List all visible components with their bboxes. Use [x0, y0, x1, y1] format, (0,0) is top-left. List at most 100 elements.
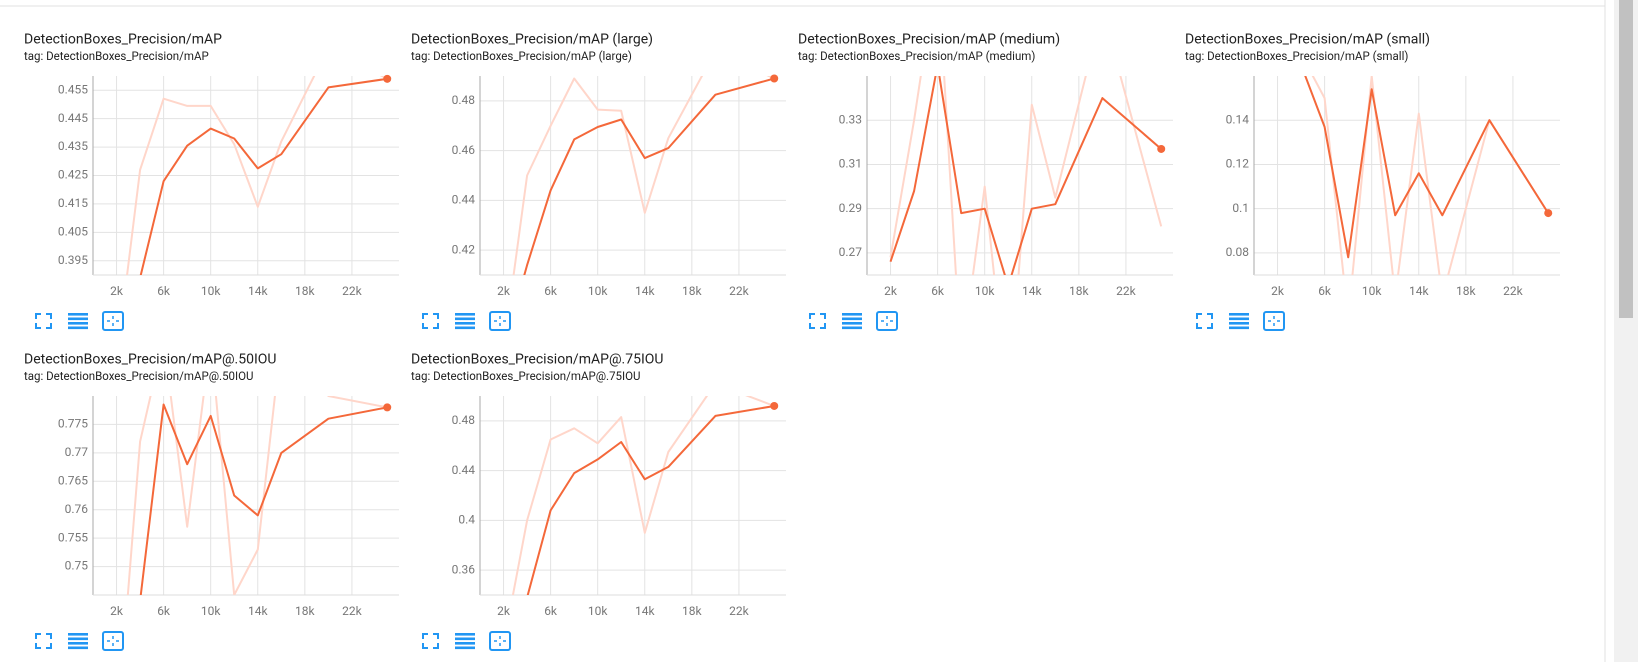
series-line	[512, 76, 775, 275]
y-tick-label: 0.46	[452, 143, 476, 157]
x-tick-label: 6k	[157, 604, 171, 618]
x-tick-label: 6k	[544, 604, 558, 618]
fit-domain-button[interactable]	[489, 631, 511, 651]
fit-domain-button[interactable]	[102, 311, 124, 331]
icon	[489, 311, 511, 331]
x-tick-label: 22k	[1116, 284, 1136, 298]
icon	[455, 322, 475, 325]
toggle-log-button[interactable]	[455, 633, 475, 650]
icon	[68, 637, 88, 641]
y-tick-label: 0.425	[58, 168, 88, 182]
chart-title: DetectionBoxes_Precision/mAP	[24, 32, 222, 48]
icon	[455, 326, 475, 330]
series-line	[139, 403, 388, 595]
fit-domain-button[interactable]	[876, 311, 898, 331]
icon	[842, 317, 862, 321]
icon	[455, 642, 475, 645]
series-line	[523, 77, 775, 275]
chart-tag: tag: DetectionBoxes_Precision/mAP	[24, 49, 209, 63]
toggle-log-button[interactable]	[455, 313, 475, 330]
y-tick-label: 0.36	[452, 562, 476, 576]
y-tick-label: 0.445	[58, 111, 88, 125]
icon	[1229, 317, 1249, 321]
icon	[102, 311, 124, 331]
y-tick-label: 0.455	[58, 82, 88, 96]
scrollbar-thumb[interactable]	[1619, 0, 1633, 318]
icon	[68, 633, 88, 636]
plot	[126, 396, 388, 595]
x-tick-label: 14k	[635, 604, 655, 618]
icon	[68, 642, 88, 645]
x-tick-label: 18k	[1069, 284, 1089, 298]
toggle-log-button[interactable]	[842, 313, 862, 330]
chart-title: DetectionBoxes_Precision/mAP@.50IOU	[24, 352, 276, 368]
icon	[35, 313, 52, 329]
icon	[1229, 322, 1249, 325]
icon	[107, 316, 119, 326]
icon	[455, 313, 475, 316]
fullscreen-button[interactable]	[35, 633, 52, 649]
y-tick-label: 0.31	[839, 157, 862, 171]
series-line	[139, 77, 388, 275]
x-tick-label: 18k	[295, 284, 315, 298]
fullscreen-button[interactable]	[1196, 313, 1213, 329]
y-tick-label: 0.775	[58, 417, 88, 431]
y-tick-label: 0.435	[58, 139, 88, 153]
fullscreen-button[interactable]	[422, 633, 439, 649]
x-tick-label: 22k	[729, 604, 749, 618]
icon	[1263, 311, 1285, 331]
icon	[68, 646, 88, 650]
y-tick-label: 0.1	[1232, 201, 1249, 215]
series-line	[511, 396, 775, 595]
x-tick-label: 2k	[1271, 284, 1285, 298]
fullscreen-button[interactable]	[809, 313, 826, 329]
icon	[494, 316, 506, 326]
plot	[512, 76, 775, 275]
y-tick-label: 0.48	[452, 93, 476, 107]
x-tick-label: 2k	[497, 604, 511, 618]
x-tick-label: 2k	[110, 604, 124, 618]
fit-domain-button[interactable]	[1263, 311, 1285, 331]
x-tick-label: 6k	[157, 284, 171, 298]
fullscreen-button[interactable]	[422, 313, 439, 329]
icon	[876, 311, 898, 331]
icon	[422, 633, 439, 649]
y-tick-label: 0.14	[1226, 112, 1250, 126]
y-tick-label: 0.405	[58, 225, 88, 239]
x-tick-label: 6k	[1318, 284, 1332, 298]
icon	[809, 313, 826, 329]
x-tick-label: 14k	[1022, 284, 1042, 298]
plot	[126, 76, 388, 275]
icon	[842, 313, 862, 316]
fit-domain-button[interactable]	[489, 311, 511, 331]
chart-title: DetectionBoxes_Precision/mAP (medium)	[798, 32, 1060, 48]
fit-domain-button[interactable]	[102, 631, 124, 651]
toggle-log-button[interactable]	[68, 313, 88, 330]
y-tick-label: 0.77	[65, 445, 89, 459]
x-tick-label: 18k	[682, 604, 702, 618]
y-tick-label: 0.755	[58, 530, 88, 544]
y-tick-label: 0.765	[58, 473, 88, 487]
icon	[68, 313, 88, 316]
y-tick-label: 0.12	[1226, 157, 1250, 171]
icon	[489, 631, 511, 651]
x-tick-label: 14k	[248, 284, 268, 298]
x-tick-label: 22k	[729, 284, 749, 298]
fullscreen-button[interactable]	[35, 313, 52, 329]
y-tick-label: 0.4	[458, 513, 475, 527]
y-tick-label: 0.33	[839, 112, 862, 126]
series-line	[889, 76, 1162, 275]
chart-tag: tag: DetectionBoxes_Precision/mAP (small…	[1185, 49, 1408, 63]
y-tick-label: 0.08	[1226, 245, 1250, 259]
toggle-log-button[interactable]	[68, 633, 88, 650]
x-tick-label: 10k	[975, 284, 995, 298]
x-tick-label: 10k	[588, 604, 608, 618]
chart-toolbar	[1196, 311, 1285, 331]
icon	[68, 322, 88, 325]
plot	[1304, 76, 1550, 275]
x-tick-label: 10k	[201, 604, 221, 618]
series-line	[889, 76, 1163, 275]
chart-tag: tag: DetectionBoxes_Precision/mAP@.50IOU	[24, 369, 254, 383]
icon	[455, 646, 475, 650]
toggle-log-button[interactable]	[1229, 313, 1249, 330]
